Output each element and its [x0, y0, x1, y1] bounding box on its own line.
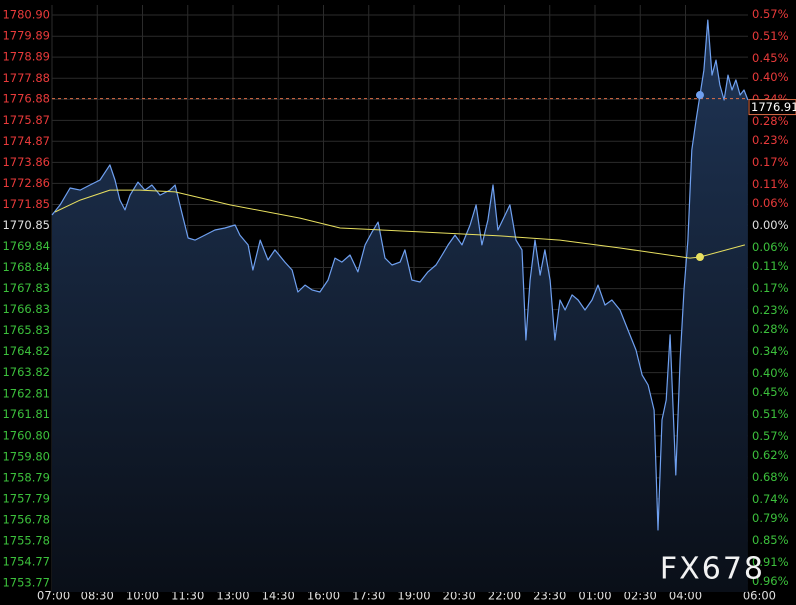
y-tick-label: 1768.84: [2, 260, 50, 274]
x-tick-label: 06:00: [743, 589, 776, 603]
y-tick-label: 1770.85: [2, 218, 50, 232]
y-tick-label: 1778.89: [2, 50, 50, 64]
y-tick-label: 1766.83: [2, 302, 50, 316]
y-tick-label: 1761.81: [2, 407, 50, 421]
watermark: FX678: [660, 552, 765, 587]
y2-tick-label: 0.11%: [752, 177, 789, 191]
y2-tick-label: 0.23%: [752, 133, 789, 147]
y2-tick-label: 0.34%: [752, 344, 789, 358]
y-tick-label: 1763.82: [2, 365, 50, 379]
y-tick-label: 1755.78: [2, 533, 50, 547]
y-tick-label: 1769.84: [2, 239, 50, 253]
last-price-box: [748, 99, 796, 116]
y-tick-label: 1765.83: [2, 323, 50, 337]
y2-tick-label: 0.57%: [752, 7, 789, 21]
marker-dot: [695, 91, 704, 100]
y-tick-label: 1776.88: [2, 92, 50, 106]
y2-tick-label: 0.74%: [752, 492, 789, 506]
y2-tick-label: 0.28%: [752, 114, 789, 128]
y-tick-label: 1772.86: [2, 176, 50, 190]
y-tick-label: 1775.87: [2, 113, 50, 127]
last-price-label: 1776.91: [751, 100, 796, 114]
y-tick-label: 1756.78: [2, 512, 50, 526]
y-tick-label: 1780.90: [2, 8, 50, 22]
y-tick-label: 1777.88: [2, 71, 50, 85]
y2-tick-label: 0.96%: [752, 574, 789, 588]
y2-tick-label: 0.62%: [752, 448, 789, 462]
y-tick-label: 1774.87: [2, 134, 50, 148]
y2-tick-label: 0.23%: [752, 303, 789, 317]
y2-tick-label: 0.06%: [752, 196, 789, 210]
y2-tick-label: 0.11%: [752, 259, 789, 273]
y-tick-label: 1758.79: [2, 470, 50, 484]
marker-dot: [695, 253, 704, 262]
y-tick-label: 1779.89: [2, 29, 50, 43]
y2-tick-label: 0.68%: [752, 470, 789, 484]
y2-tick-label: 0.40%: [752, 70, 789, 84]
y-tick-label: 1759.80: [2, 449, 50, 463]
y-tick-label: 1762.81: [2, 386, 50, 400]
y2-tick-label: 0.17%: [752, 281, 789, 295]
y2-tick-label: 0.51%: [752, 29, 789, 43]
y2-tick-label: 0.28%: [752, 322, 789, 336]
y-tick-label: 1760.80: [2, 428, 50, 442]
y2-tick-label: 0.79%: [752, 511, 789, 525]
price-line: [51, 19, 749, 531]
y-tick-label: 1771.85: [2, 197, 50, 211]
y-tick-label: 1773.86: [2, 155, 50, 169]
y-tick-label: 1764.82: [2, 344, 50, 358]
y2-tick-label: 0.85%: [752, 533, 789, 547]
y2-tick-label: 0.57%: [752, 429, 789, 443]
y2-tick-label: 0.45%: [752, 51, 789, 65]
price-area: [52, 20, 748, 593]
average-line: [54, 189, 746, 259]
y-tick-label: 1757.79: [2, 491, 50, 505]
y-tick-label: 1767.83: [2, 281, 50, 295]
y2-tick-label: 0.17%: [752, 155, 789, 169]
y2-tick-label: 0.45%: [752, 385, 789, 399]
y2-tick-label: 0.40%: [752, 366, 789, 380]
y-tick-label: 1753.77: [2, 575, 50, 589]
y2-tick-label: 0.91%: [752, 555, 789, 569]
y2-tick-label: 0.51%: [752, 407, 789, 421]
y-tick-label: 1754.77: [2, 555, 50, 569]
y2-tick-label: 0.00%: [752, 218, 789, 232]
y2-tick-label: 0.06%: [752, 240, 789, 254]
